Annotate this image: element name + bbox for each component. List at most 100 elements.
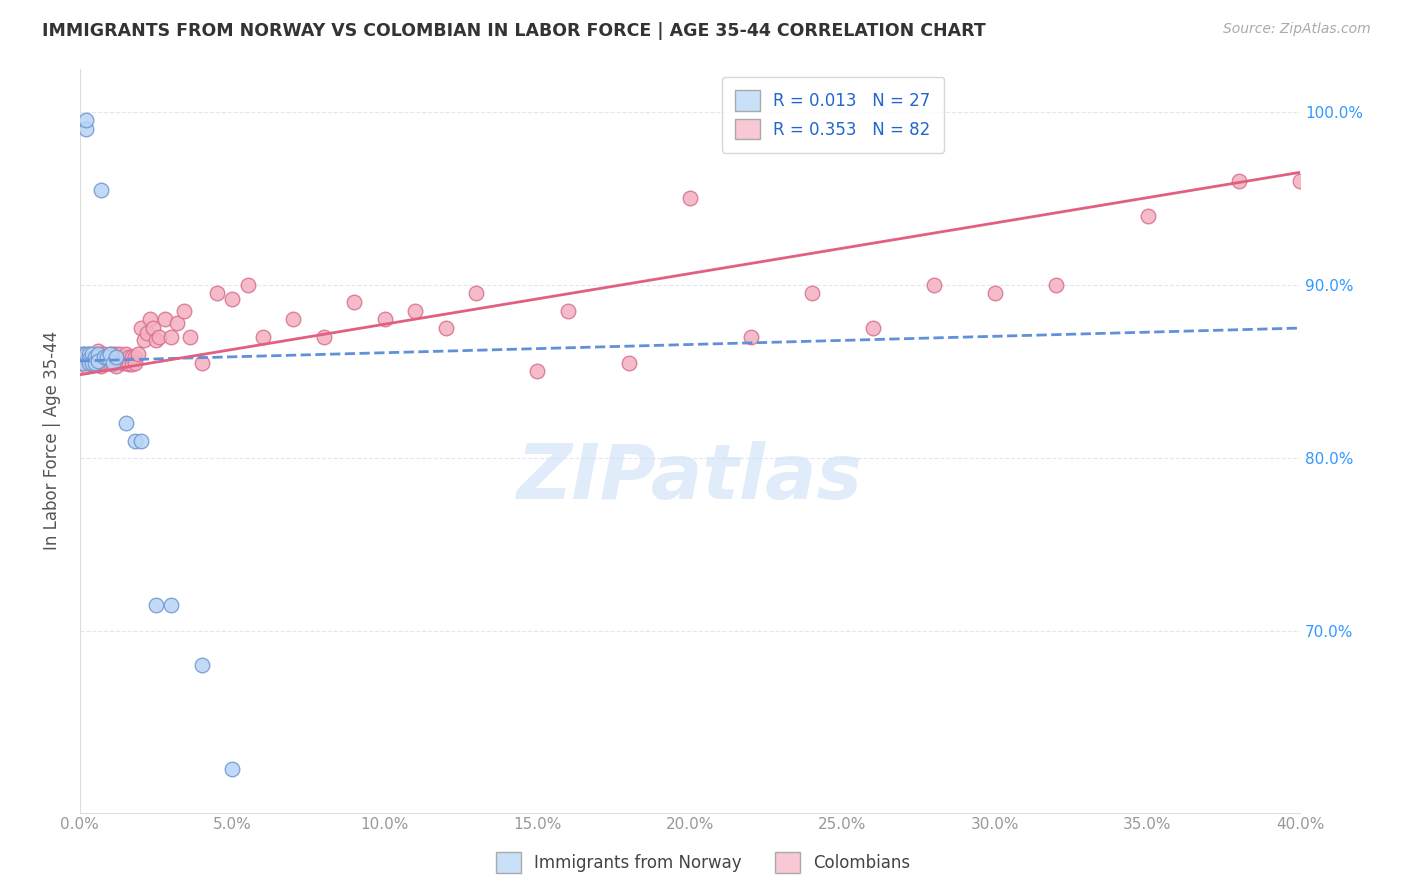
Point bbox=[252, 329, 274, 343]
Point bbox=[84, 356, 107, 370]
Point bbox=[136, 326, 159, 341]
Point bbox=[160, 598, 183, 612]
Point bbox=[236, 277, 259, 292]
Point bbox=[111, 356, 134, 370]
Point bbox=[87, 351, 110, 365]
Point bbox=[103, 347, 125, 361]
Point bbox=[118, 351, 141, 365]
Point bbox=[740, 329, 762, 343]
Point bbox=[127, 347, 149, 361]
Point bbox=[114, 347, 136, 361]
Point bbox=[72, 356, 94, 370]
Point bbox=[75, 113, 97, 128]
Point bbox=[343, 295, 366, 310]
Point bbox=[87, 343, 110, 358]
Point bbox=[465, 286, 488, 301]
Point bbox=[96, 351, 118, 365]
Point bbox=[105, 351, 128, 365]
Legend: R = 0.013   N = 27, R = 0.353   N = 82: R = 0.013 N = 27, R = 0.353 N = 82 bbox=[721, 77, 943, 153]
Point bbox=[191, 658, 214, 673]
Point bbox=[80, 347, 103, 361]
Text: ZIPatlas: ZIPatlas bbox=[517, 441, 863, 515]
Point bbox=[77, 356, 100, 370]
Point bbox=[374, 312, 396, 326]
Point bbox=[75, 122, 97, 136]
Point bbox=[121, 351, 143, 365]
Point bbox=[87, 347, 110, 361]
Point bbox=[80, 358, 103, 372]
Point bbox=[90, 352, 112, 367]
Point bbox=[96, 356, 118, 370]
Point bbox=[84, 356, 107, 370]
Point bbox=[108, 352, 131, 367]
Point bbox=[100, 351, 122, 365]
Point bbox=[75, 359, 97, 373]
Point bbox=[191, 356, 214, 370]
Point bbox=[80, 356, 103, 370]
Point bbox=[93, 356, 115, 370]
Point bbox=[148, 329, 170, 343]
Point bbox=[129, 321, 152, 335]
Point bbox=[72, 351, 94, 365]
Point bbox=[105, 347, 128, 361]
Point bbox=[93, 347, 115, 361]
Point bbox=[617, 356, 640, 370]
Point bbox=[103, 351, 125, 365]
Point bbox=[121, 358, 143, 372]
Point bbox=[87, 354, 110, 368]
Point bbox=[312, 329, 335, 343]
Point bbox=[124, 351, 146, 365]
Point bbox=[1045, 277, 1067, 292]
Point bbox=[114, 356, 136, 370]
Point bbox=[145, 333, 167, 347]
Legend: Immigrants from Norway, Colombians: Immigrants from Norway, Colombians bbox=[489, 846, 917, 880]
Point bbox=[93, 351, 115, 365]
Point bbox=[142, 321, 165, 335]
Point bbox=[221, 292, 243, 306]
Point bbox=[93, 351, 115, 365]
Point bbox=[1136, 209, 1159, 223]
Point bbox=[800, 286, 823, 301]
Point bbox=[100, 347, 122, 361]
Point bbox=[118, 358, 141, 372]
Point bbox=[77, 356, 100, 370]
Point bbox=[526, 364, 548, 378]
Point bbox=[90, 347, 112, 361]
Point bbox=[114, 416, 136, 430]
Point bbox=[100, 356, 122, 370]
Point bbox=[129, 434, 152, 448]
Point bbox=[96, 351, 118, 365]
Point bbox=[87, 356, 110, 370]
Text: IMMIGRANTS FROM NORWAY VS COLOMBIAN IN LABOR FORCE | AGE 35-44 CORRELATION CHART: IMMIGRANTS FROM NORWAY VS COLOMBIAN IN L… bbox=[42, 22, 986, 40]
Point bbox=[166, 316, 188, 330]
Point bbox=[105, 359, 128, 373]
Point bbox=[145, 598, 167, 612]
Point bbox=[108, 347, 131, 361]
Point bbox=[84, 351, 107, 365]
Point bbox=[679, 191, 702, 205]
Point bbox=[72, 347, 94, 361]
Point bbox=[179, 329, 201, 343]
Point bbox=[205, 286, 228, 301]
Point bbox=[75, 356, 97, 370]
Point bbox=[77, 347, 100, 361]
Text: Source: ZipAtlas.com: Source: ZipAtlas.com bbox=[1223, 22, 1371, 37]
Point bbox=[404, 303, 426, 318]
Point bbox=[103, 358, 125, 372]
Point bbox=[80, 351, 103, 365]
Point bbox=[124, 434, 146, 448]
Point bbox=[139, 312, 162, 326]
Point bbox=[557, 303, 579, 318]
Point bbox=[77, 347, 100, 361]
Point bbox=[84, 351, 107, 365]
Point bbox=[100, 347, 122, 361]
Point bbox=[984, 286, 1007, 301]
Point bbox=[75, 351, 97, 365]
Point bbox=[132, 333, 155, 347]
Point bbox=[111, 351, 134, 365]
Point bbox=[77, 352, 100, 367]
Point bbox=[105, 352, 128, 367]
Point bbox=[84, 347, 107, 361]
Point bbox=[90, 183, 112, 197]
Point bbox=[72, 347, 94, 361]
